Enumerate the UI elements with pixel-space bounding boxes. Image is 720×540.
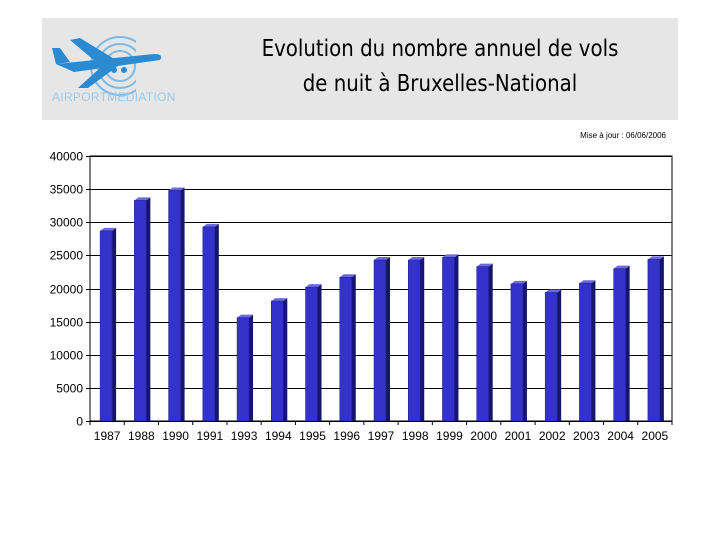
x-tick-label: 1991: [196, 429, 223, 443]
bar: [613, 268, 626, 422]
airplane-logo-icon: [52, 34, 166, 104]
x-tick-label: 2004: [607, 429, 634, 443]
bar-side: [283, 298, 288, 421]
x-tick-label: 2001: [505, 429, 532, 443]
bar: [168, 190, 181, 422]
x-tick-label: 1993: [231, 429, 258, 443]
y-tick-label: 15000: [50, 316, 84, 330]
title-line-2: de nuit à Bruxelles-National: [302, 71, 578, 97]
bar-side: [591, 280, 596, 421]
bar: [236, 317, 250, 422]
y-tick-label: 10000: [50, 349, 84, 363]
bar-top: [168, 187, 185, 191]
x-tick-label: 1996: [333, 429, 360, 443]
bar: [99, 230, 113, 422]
bar-side: [180, 187, 185, 421]
bar-top: [476, 263, 493, 267]
bar-top: [579, 280, 596, 284]
title-line-1: Evolution du nombre annuel de vols: [261, 36, 619, 62]
y-tick-label: 40000: [50, 150, 84, 164]
bar-top: [339, 274, 356, 278]
update-date-note: Mise à jour : 06/06/2006: [580, 131, 666, 140]
bar-side: [420, 257, 425, 421]
logo-wordmark: AIRPORTMEDIATION: [52, 90, 176, 104]
bar: [305, 286, 318, 422]
bar: [271, 300, 284, 422]
bar-side: [112, 227, 117, 421]
x-tick-label: 2000: [470, 429, 497, 443]
x-tick-label: 1994: [265, 429, 292, 443]
bar-top: [237, 314, 254, 318]
bar-side: [249, 314, 254, 421]
y-tick-label: 25000: [50, 249, 84, 263]
bar: [510, 283, 524, 422]
header-banner: AIRPORTMEDIATION Evolution du nombre ann…: [42, 18, 678, 120]
bar-top: [510, 280, 527, 284]
bar: [579, 282, 592, 422]
bar-top: [100, 227, 117, 231]
bar-top: [613, 265, 630, 269]
page-title: Evolution du nombre annuel de vols de nu…: [242, 32, 638, 102]
logo-text: AIRPORTMEDIATION: [52, 90, 176, 104]
x-tick-label: 1998: [402, 429, 429, 443]
y-tick-label: 30000: [50, 216, 84, 230]
y-tick-label: 0: [76, 415, 83, 429]
bar: [202, 226, 216, 422]
bar-side: [659, 256, 664, 421]
bar-side: [146, 197, 151, 421]
x-tick-label: 1990: [162, 429, 189, 443]
bar-side: [317, 284, 322, 421]
bar-side: [214, 223, 219, 421]
bar-top: [545, 289, 562, 293]
bar-side: [522, 280, 527, 421]
bar: [407, 259, 421, 422]
x-axis-ticks: 1987 1988 1990 1991 1993 1994 1995 1996 1997 1998…: [94, 429, 669, 443]
bar: [544, 292, 558, 422]
bar: [647, 259, 661, 422]
bar: [476, 266, 489, 422]
bar-side: [557, 289, 562, 421]
bar-side: [488, 263, 493, 421]
bar-side: [351, 274, 356, 421]
bar-top: [442, 254, 459, 258]
y-tick-label: 5000: [56, 382, 83, 396]
bar-top: [134, 197, 151, 201]
bar-top: [647, 256, 664, 260]
x-tick-label: 1995: [299, 429, 326, 443]
bar-top: [374, 257, 390, 261]
y-axis-ticks: 0 5000 10000 15000 20000 25000 30000 35000 40000: [50, 150, 84, 429]
x-tick-label: 1987: [94, 429, 121, 443]
bar-top: [305, 284, 322, 288]
bar-side: [386, 257, 390, 421]
bar: [373, 259, 387, 422]
x-tick-label: 1997: [368, 429, 395, 443]
bar-top: [271, 298, 288, 302]
x-tick-label: 1999: [436, 429, 463, 443]
bar-side: [454, 254, 459, 421]
x-tick-label: 2002: [539, 429, 566, 443]
bar-top: [202, 223, 219, 227]
bar-side: [625, 265, 630, 421]
y-tick-label: 35000: [50, 183, 84, 197]
x-tick-label: 1988: [128, 429, 155, 443]
bar-top: [408, 257, 425, 261]
x-tick-label: 2005: [642, 429, 669, 443]
x-tick-label: 2003: [573, 429, 600, 443]
bar: [442, 257, 455, 422]
y-tick-label: 20000: [50, 283, 84, 297]
bar: [134, 200, 147, 422]
bar: [339, 276, 353, 422]
chart-bars: [99, 187, 664, 422]
